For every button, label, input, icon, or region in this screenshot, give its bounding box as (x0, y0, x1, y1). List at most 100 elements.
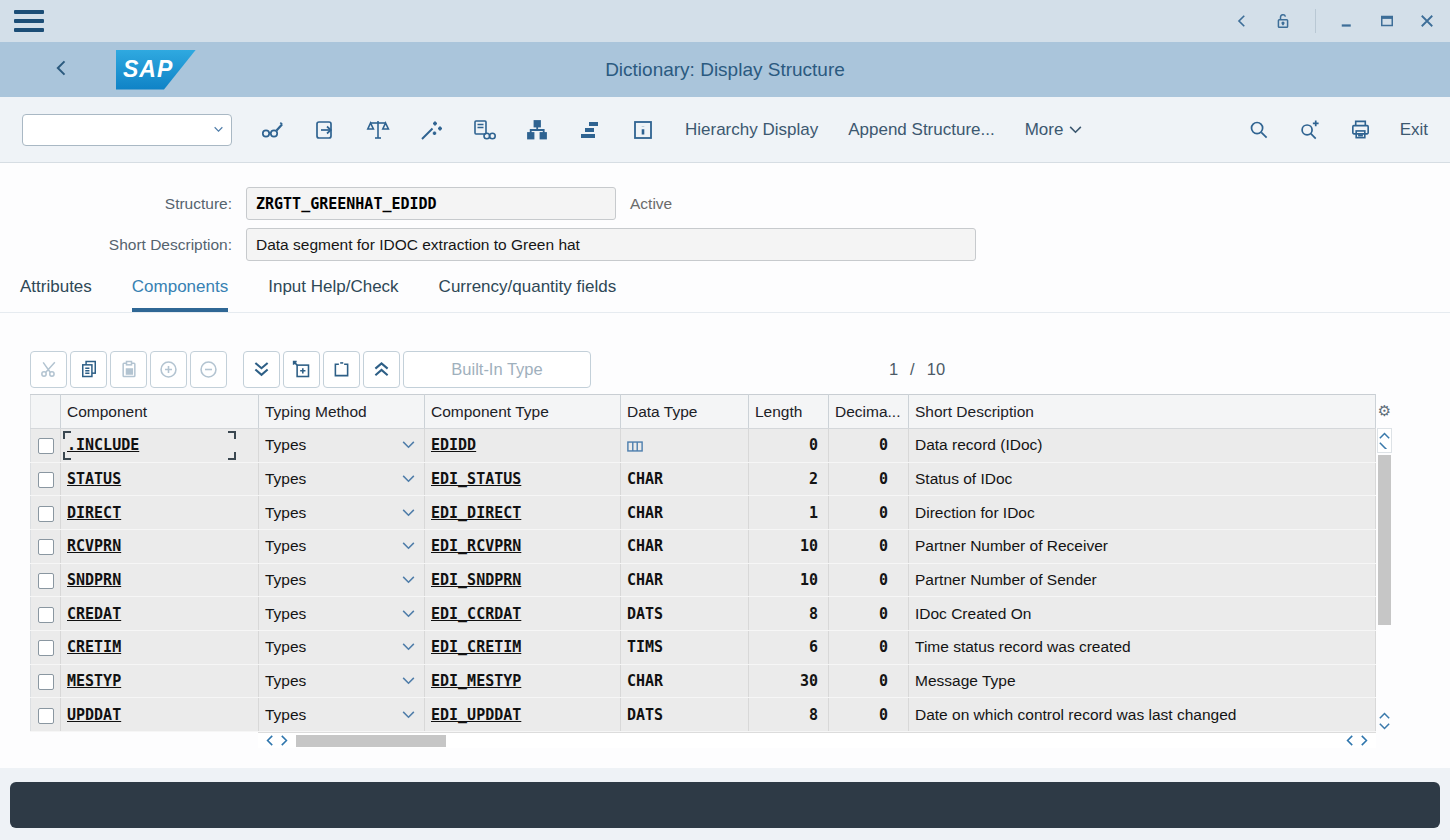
component-link[interactable]: DIRECT (67, 504, 121, 522)
hierarchy-display-button[interactable]: Hierarchy Display (685, 120, 818, 140)
row-checkbox[interactable] (38, 539, 54, 555)
row-checkbox[interactable] (38, 573, 54, 589)
typing-method-dropdown-icon[interactable] (402, 475, 415, 483)
horizontal-scrollbar[interactable] (258, 732, 1376, 748)
component-link[interactable]: STATUS (67, 470, 121, 488)
column-header-component[interactable]: Component (61, 395, 259, 429)
row-checkbox[interactable] (38, 607, 54, 623)
exit-button[interactable]: Exit (1400, 120, 1428, 140)
typing-method-dropdown-icon[interactable] (402, 576, 415, 584)
row-checkbox[interactable] (38, 438, 54, 454)
print-icon[interactable] (1349, 118, 1372, 141)
append-structure-button[interactable]: Append Structure... (848, 120, 994, 140)
command-input[interactable] (23, 115, 214, 145)
horizontal-scrollbar-thumb[interactable] (296, 735, 446, 747)
insert-row-button[interactable] (283, 351, 320, 388)
cut-button[interactable] (30, 351, 67, 388)
typing-method-dropdown-icon[interactable] (402, 643, 415, 651)
paste-button[interactable] (110, 351, 147, 388)
typing-method-dropdown-icon[interactable] (402, 509, 415, 517)
row-select-cell (31, 429, 61, 463)
component-type-link[interactable]: EDI_UPDDAT (431, 706, 521, 724)
collapse-all-button[interactable] (363, 351, 400, 388)
typing-method-dropdown-icon[interactable] (402, 677, 415, 685)
column-header-typing-method[interactable]: Typing Method (259, 395, 425, 429)
object-list-icon[interactable] (578, 118, 602, 142)
length-cell: 0 (749, 429, 829, 463)
remove-row-button[interactable] (190, 351, 227, 388)
copy-button[interactable] (70, 351, 107, 388)
information-icon[interactable] (631, 118, 655, 142)
component-type-link[interactable]: EDI_SNDPRN (431, 571, 521, 589)
column-header-short-description[interactable]: Short Description (909, 395, 1376, 429)
component-link[interactable]: .INCLUDE (67, 436, 139, 454)
tab-components[interactable]: Components (132, 277, 228, 312)
chevron-up-icon[interactable] (1379, 432, 1390, 439)
expand-all-button[interactable] (243, 351, 280, 388)
built-in-type-button[interactable]: Built-In Type (403, 351, 591, 388)
minimize-icon[interactable] (1338, 12, 1356, 30)
typing-method-dropdown-icon[interactable] (402, 610, 415, 618)
component-type-link[interactable]: EDI_MESTYP (431, 672, 521, 690)
column-header-length[interactable]: Length (749, 395, 829, 429)
select-all-header[interactable] (31, 395, 61, 429)
typing-method-dropdown-icon[interactable] (402, 711, 415, 719)
chevron-down-icon[interactable] (1379, 442, 1390, 449)
component-link[interactable]: CRETIM (67, 638, 121, 656)
chevron-left-icon[interactable] (1346, 735, 1353, 746)
component-type-link[interactable]: EDIDD (431, 436, 476, 454)
history-back-icon[interactable] (1233, 12, 1251, 30)
component-link[interactable]: RCVPRN (67, 537, 121, 555)
scroll-step-buttons[interactable] (1377, 428, 1392, 453)
chevron-up-icon[interactable] (1379, 712, 1390, 719)
chevron-down-icon[interactable] (214, 125, 223, 134)
search-icon[interactable] (1247, 118, 1270, 141)
chevron-right-icon[interactable] (281, 735, 288, 746)
vertical-scrollbar-thumb[interactable] (1378, 455, 1391, 625)
more-button[interactable]: More (1025, 120, 1083, 140)
typing-method-dropdown-icon[interactable] (402, 441, 415, 449)
component-link[interactable]: MESTYP (67, 672, 121, 690)
row-checkbox[interactable] (38, 674, 54, 690)
column-header-data-type[interactable]: Data Type (621, 395, 749, 429)
component-link[interactable]: SNDPRN (67, 571, 121, 589)
delete-row-button[interactable] (323, 351, 360, 388)
column-header-decimals[interactable]: Decima... (829, 395, 909, 429)
chevron-right-icon[interactable] (1361, 735, 1368, 746)
unlock-icon[interactable] (1273, 11, 1293, 31)
add-row-button[interactable] (150, 351, 187, 388)
component-type-link[interactable]: EDI_STATUS (431, 470, 521, 488)
display-change-icon[interactable] (260, 118, 284, 142)
table-settings-gear-icon[interactable]: ⚙ (1378, 394, 1391, 428)
tab-input-help-check[interactable]: Input Help/Check (268, 277, 398, 312)
tab-attributes[interactable]: Attributes (20, 277, 92, 312)
component-link[interactable]: CREDAT (67, 605, 121, 623)
search-more-icon[interactable] (1298, 118, 1321, 141)
tab-currency-quantity-fields[interactable]: Currency/quantity fields (439, 277, 617, 312)
command-field[interactable] (22, 114, 232, 146)
column-header-component-type[interactable]: Component Type (425, 395, 621, 429)
component-link[interactable]: UPDDAT (67, 706, 121, 724)
component-type-link[interactable]: EDI_DIRECT (431, 504, 521, 522)
chevron-down-icon[interactable] (1379, 723, 1390, 730)
where-used-list-icon[interactable] (472, 118, 496, 142)
short-description-field[interactable]: Data segment for IDOC extraction to Gree… (246, 228, 976, 261)
close-icon[interactable] (1418, 12, 1436, 30)
copy-object-icon[interactable] (313, 118, 337, 142)
maximize-icon[interactable] (1378, 12, 1396, 30)
consistency-check-icon[interactable] (366, 118, 390, 142)
row-checkbox[interactable] (38, 472, 54, 488)
component-type-link[interactable]: EDI_CRETIM (431, 638, 521, 656)
activate-icon[interactable] (419, 118, 443, 142)
component-type-link[interactable]: EDI_RCVPRN (431, 537, 521, 555)
typing-method-dropdown-icon[interactable] (402, 542, 415, 550)
row-checkbox[interactable] (38, 708, 54, 724)
data-type-value: CHAR (627, 470, 663, 488)
hierarchy-icon[interactable] (525, 118, 549, 142)
chevron-left-icon[interactable] (266, 735, 273, 746)
component-type-link[interactable]: EDI_CCRDAT (431, 605, 521, 623)
row-checkbox[interactable] (38, 640, 54, 656)
menu-hamburger-icon[interactable] (14, 10, 44, 32)
row-checkbox[interactable] (38, 506, 54, 522)
structure-field[interactable]: ZRGTT_GREENHAT_EDIDD (246, 187, 616, 220)
